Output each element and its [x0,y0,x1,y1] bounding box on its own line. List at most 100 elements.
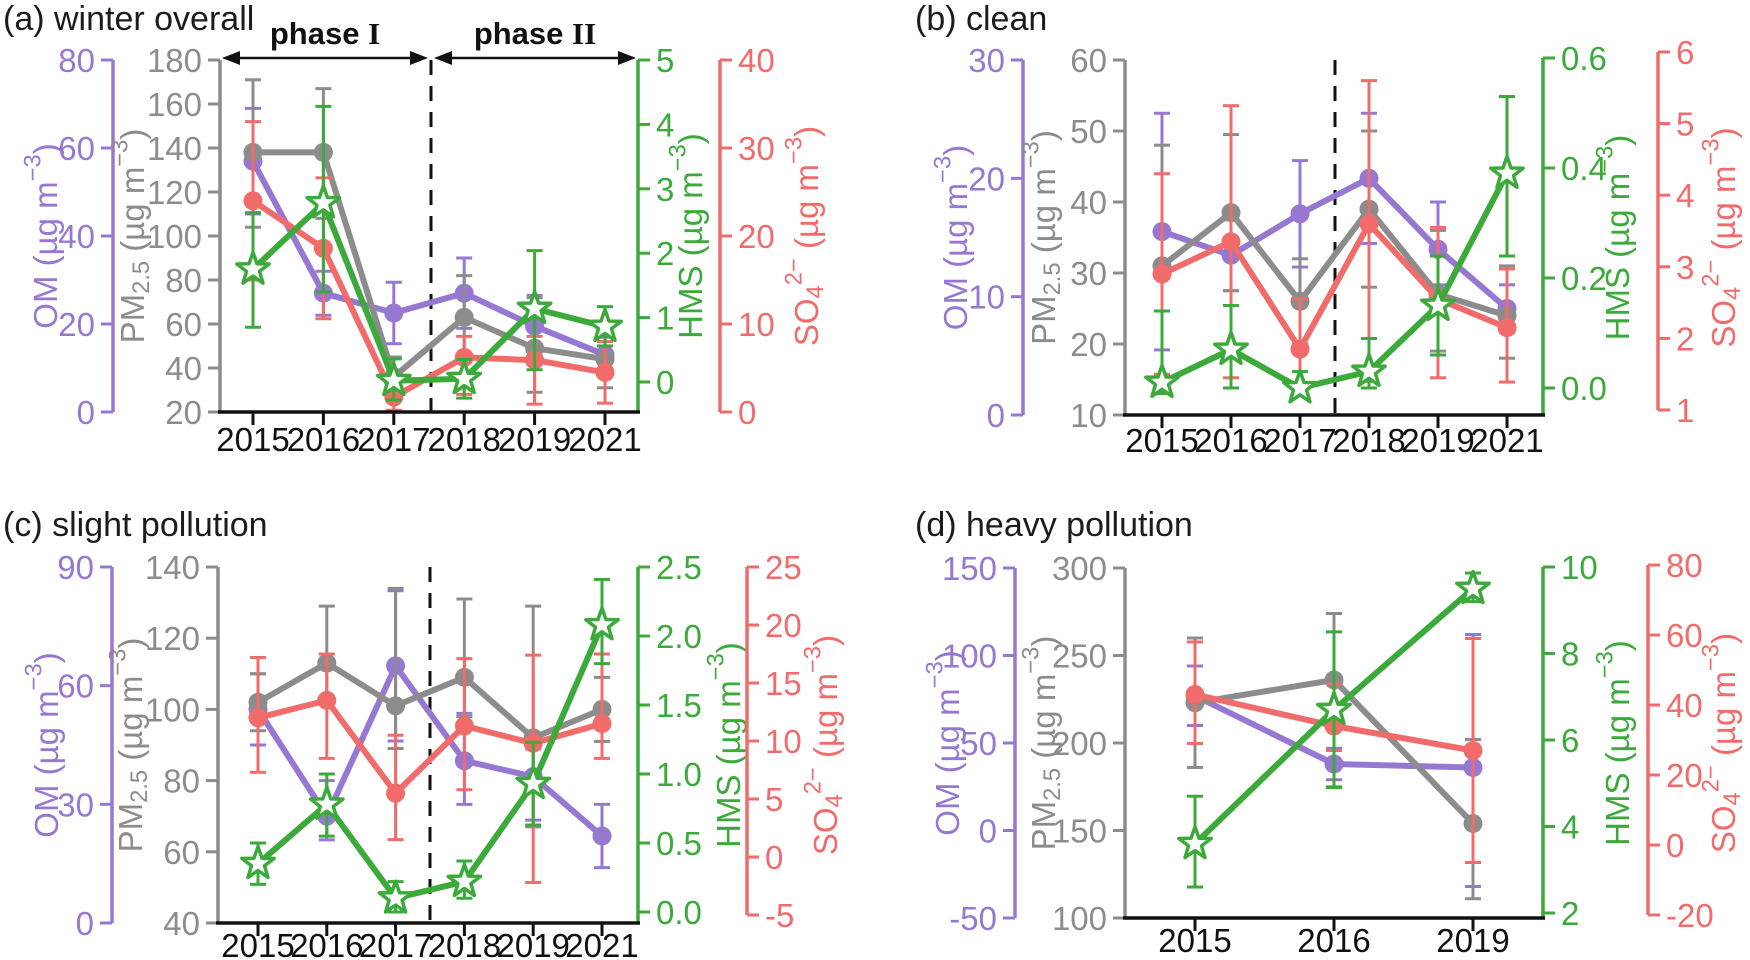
svg-text:40: 40 [163,905,200,942]
dot-marker [1221,232,1241,252]
svg-text:20: 20 [738,218,775,255]
svg-text:2016: 2016 [1194,422,1267,459]
svg-text:140: 140 [147,130,202,167]
star-marker [305,184,342,219]
svg-text:PM2.5 (µg m−3): PM2.5 (µg m−3) [1017,636,1065,851]
panel-c-title: (c) slight pollution [3,506,268,544]
star-marker [1213,330,1249,366]
svg-text:0: 0 [656,364,674,401]
series-hms [235,104,623,402]
svg-text:OM (µg m−3): OM (µg m−3) [19,143,64,328]
star-marker [375,361,412,397]
svg-text:10: 10 [1070,397,1107,434]
dot-marker [592,714,612,734]
svg-text:1.5: 1.5 [656,687,702,724]
svg-text:30: 30 [738,130,775,167]
svg-text:0: 0 [738,394,756,431]
star-marker [377,879,414,914]
svg-text:0.5: 0.5 [656,825,702,862]
svg-text:180: 180 [147,42,202,79]
axis-om: -50 0 50 100 150 OM (µg m−3) [921,550,1017,937]
svg-text:2019: 2019 [1436,922,1509,959]
axis-om: 0 30 60 90 OM (µg m−3) [20,549,114,942]
svg-text:20: 20 [968,160,1005,197]
svg-text:200: 200 [1052,725,1107,762]
dot-marker [248,708,268,728]
svg-text:80: 80 [163,762,200,799]
svg-text:SO42− (µg m−3): SO42− (µg m−3) [1697,633,1746,853]
svg-text:150: 150 [942,550,997,587]
dot-marker [1152,264,1172,284]
svg-text:2015: 2015 [1125,422,1198,459]
series-so4 [1152,79,1517,394]
dot-marker [386,783,406,803]
series-om [243,106,615,374]
dot-marker [1290,204,1310,224]
dot-marker [386,696,406,716]
svg-text:2.0: 2.0 [656,618,702,655]
svg-text:60: 60 [1070,42,1107,79]
dot-marker [592,826,612,846]
svg-text:0.2: 0.2 [1561,260,1607,297]
svg-text:40: 40 [165,350,202,387]
star-marker [1489,154,1525,190]
svg-text:2019: 2019 [498,421,571,458]
x-axis: 2015 2016 2019 [1123,916,1545,959]
svg-text:5: 5 [1676,105,1694,142]
phase-label: phase I [270,16,380,51]
phase-annotation: phase I phase II [222,16,636,65]
star-marker [587,307,623,343]
series-so4 [248,652,612,885]
panel-winter-overall: (a) winter overall 0 20 40 60 80 OM (µg m−3) 2… [0,0,875,480]
star-marker [1282,369,1318,404]
svg-text:2015: 2015 [1158,922,1231,959]
series-hms [1177,569,1491,889]
svg-text:5: 5 [656,42,674,79]
svg-text:40: 40 [58,218,95,255]
svg-text:1: 1 [656,299,674,336]
dot-marker [1185,685,1205,704]
svg-text:HMS (µg m−3): HMS (µg m−3) [1591,135,1636,341]
svg-text:100: 100 [145,691,200,728]
phase-label: phase II [474,16,596,51]
svg-text:140: 140 [145,549,200,586]
svg-text:80: 80 [1666,547,1703,584]
svg-text:10: 10 [738,306,775,343]
dot-marker [1290,339,1310,359]
svg-text:250: 250 [1052,637,1107,674]
series-so4 [243,120,615,412]
panel-a-title: (a) winter overall [3,0,255,38]
svg-text:OM (µg m−3): OM (µg m−3) [20,652,65,837]
star-marker [308,785,345,820]
svg-text:2021: 2021 [565,927,638,960]
svg-text:2017: 2017 [357,421,430,458]
series-pm [243,78,615,396]
svg-text:80: 80 [165,262,202,299]
dot-marker [454,307,474,327]
svg-text:80: 80 [58,42,95,79]
svg-text:0: 0 [765,839,783,876]
axis-pm: 10 20 30 40 50 60 PM2.5 (µg m−3) [1017,42,1127,434]
svg-text:3: 3 [656,170,674,207]
svg-text:120: 120 [145,620,200,657]
star-marker [1144,363,1180,399]
dot-marker [1497,318,1517,338]
svg-text:30: 30 [1070,255,1107,292]
svg-text:25: 25 [765,549,802,586]
svg-text:60: 60 [163,833,200,870]
svg-text:0: 0 [1666,827,1684,864]
svg-text:OM (µg m−3): OM (µg m−3) [921,650,966,835]
svg-text:0.0: 0.0 [1561,370,1607,407]
star-marker [515,764,552,800]
star-marker [446,862,483,898]
axis-om: 0 20 40 60 80 OM (µg m−3) [19,42,115,431]
svg-text:2: 2 [1561,895,1579,932]
axis-so4: -20 0 20 40 60 80 SO42− (µg m−3) [1646,547,1746,934]
svg-text:10: 10 [1561,549,1598,586]
svg-text:4: 4 [656,106,674,143]
svg-text:-5: -5 [765,897,794,934]
